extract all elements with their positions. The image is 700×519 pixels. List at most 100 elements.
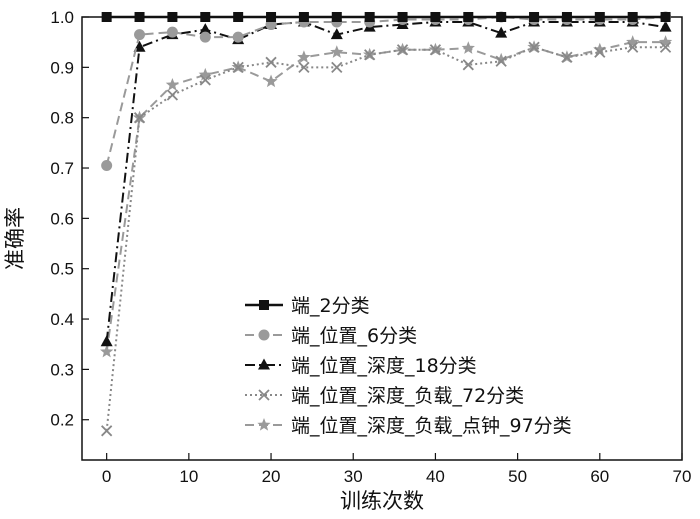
data-point xyxy=(101,12,112,22)
data-point xyxy=(232,61,244,73)
data-point xyxy=(660,12,671,22)
y-axis-title: 准确率 xyxy=(3,207,27,270)
y-tick-label: 0.7 xyxy=(50,159,74,178)
data-point xyxy=(133,112,146,124)
data-point xyxy=(199,23,212,35)
marker-stroke xyxy=(462,59,474,71)
data-point xyxy=(397,12,408,22)
data-point xyxy=(561,51,573,63)
legend-label: 端_2分类 xyxy=(291,295,370,317)
marker-stroke xyxy=(364,49,376,61)
legend-label: 端_位置_深度_负载_点钟_97分类 xyxy=(291,415,572,437)
data-point xyxy=(594,12,605,22)
data-point xyxy=(166,26,178,38)
series-1 xyxy=(101,11,672,172)
x-tick-label: 60 xyxy=(590,467,609,486)
data-point xyxy=(100,335,113,347)
data-point xyxy=(298,12,309,22)
legend-marker xyxy=(258,358,270,370)
data-point xyxy=(627,12,638,22)
data-point xyxy=(134,29,146,41)
data-point xyxy=(100,344,114,358)
data-point xyxy=(626,35,640,48)
legend-item-2: 端_位置_深度_18分类 xyxy=(245,355,477,377)
data-point xyxy=(529,12,540,22)
legend-label: 端_位置_深度_负载_72分类 xyxy=(291,385,524,407)
data-point xyxy=(462,59,474,71)
y-tick-label: 0.6 xyxy=(50,209,74,228)
x-tick-label: 30 xyxy=(344,467,363,486)
y-tick-label: 0.9 xyxy=(50,58,74,77)
data-point xyxy=(167,12,178,22)
data-point xyxy=(396,44,409,56)
data-point xyxy=(199,74,211,86)
marker-stroke xyxy=(265,56,277,68)
series-3 xyxy=(101,41,672,437)
data-point xyxy=(165,77,180,91)
legend-item-4: 端_位置_深度_负载_点钟_97分类 xyxy=(245,415,572,437)
series-2 xyxy=(100,15,672,347)
x-tick-label: 20 xyxy=(262,467,281,486)
data-point xyxy=(264,74,278,88)
data-point xyxy=(496,12,507,22)
data-point xyxy=(265,56,277,68)
data-point xyxy=(297,50,311,63)
data-point xyxy=(494,52,508,66)
data-point xyxy=(134,12,145,22)
marker-stroke xyxy=(396,44,409,56)
data-point xyxy=(331,61,343,73)
data-point xyxy=(199,31,211,43)
data-point xyxy=(330,28,343,40)
axes: 0 10 20 30 40 50 60 70 0.2 0.3 0.4 0.5 0.6 0.7 0.8 0.9 1… xyxy=(50,8,691,486)
marker-stroke xyxy=(133,112,146,124)
marker-stroke xyxy=(232,61,244,73)
data-point xyxy=(528,41,540,53)
marker-stroke xyxy=(429,44,442,56)
legend: 端_2分类端_位置_6分类端_位置_深度_18分类端_位置_深度_负载_72分类… xyxy=(245,295,572,437)
legend-label: 端_位置_6分类 xyxy=(291,325,417,347)
x-tick-label: 0 xyxy=(102,467,111,486)
series-line xyxy=(105,41,666,352)
y-tick-label: 0.4 xyxy=(50,310,74,329)
plot-area xyxy=(100,11,673,437)
y-tick-label: 1.0 xyxy=(50,8,74,27)
y-tick-label: 0.5 xyxy=(50,260,74,279)
series-line xyxy=(105,21,666,342)
marker-stroke xyxy=(561,51,573,63)
data-point xyxy=(232,31,244,43)
legend-label: 端_位置_深度_18分类 xyxy=(291,355,477,377)
marker-stroke xyxy=(659,41,672,53)
data-point xyxy=(200,12,211,22)
data-point xyxy=(364,12,375,22)
legend-item-1: 端_位置_6分类 xyxy=(245,325,417,347)
legend-marker xyxy=(257,418,271,431)
marker-stroke xyxy=(331,61,343,73)
data-point xyxy=(331,12,342,22)
data-point xyxy=(166,89,179,101)
marker-stroke xyxy=(166,89,179,101)
data-point xyxy=(330,45,344,58)
x-tick-label: 50 xyxy=(508,467,527,486)
marker-stroke xyxy=(298,61,310,73)
x-tick-label: 40 xyxy=(426,467,445,486)
x-axis-title: 训练次数 xyxy=(340,489,424,513)
data-point xyxy=(659,41,672,53)
marker-stroke xyxy=(258,389,270,401)
data-point xyxy=(561,12,572,22)
data-point xyxy=(198,67,212,81)
marker-stroke xyxy=(627,41,639,53)
data-point xyxy=(594,46,606,58)
legend-item-3: 端_位置_深度_负载_72分类 xyxy=(245,385,524,407)
data-point xyxy=(495,26,508,38)
x-tick-label: 10 xyxy=(179,467,198,486)
y-tick-label: 0.8 xyxy=(50,109,74,128)
data-point xyxy=(101,160,113,172)
series-line xyxy=(105,46,666,431)
data-point xyxy=(364,49,376,61)
marker-stroke xyxy=(528,41,540,53)
data-point xyxy=(430,12,441,22)
legend-marker xyxy=(258,389,270,401)
series-line xyxy=(105,15,666,166)
data-point xyxy=(495,55,507,67)
x-tick-label: 70 xyxy=(673,467,692,486)
